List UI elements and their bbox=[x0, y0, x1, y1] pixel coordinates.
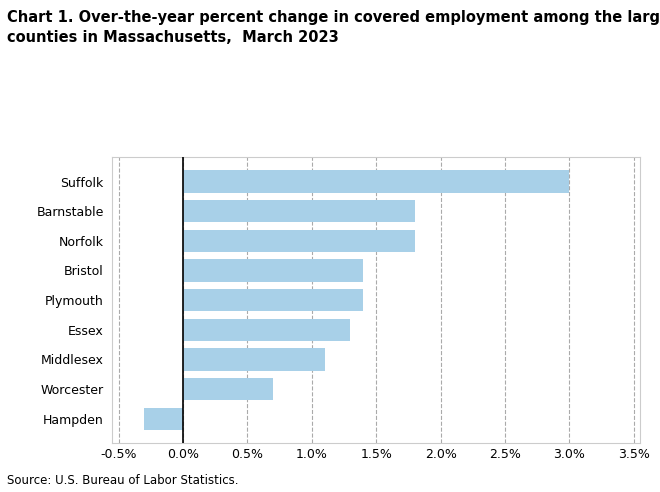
Bar bbox=[183, 259, 363, 281]
Bar bbox=[145, 407, 183, 430]
Bar bbox=[183, 170, 570, 193]
Text: Source: U.S. Bureau of Labor Statistics.: Source: U.S. Bureau of Labor Statistics. bbox=[7, 474, 238, 487]
Bar bbox=[183, 200, 415, 222]
Bar bbox=[183, 378, 273, 400]
Text: Chart 1. Over-the-year percent change in covered employment among the largest
co: Chart 1. Over-the-year percent change in… bbox=[7, 10, 660, 45]
Bar bbox=[183, 289, 363, 311]
Bar bbox=[183, 230, 415, 252]
Bar bbox=[183, 319, 350, 341]
Bar bbox=[183, 348, 325, 370]
